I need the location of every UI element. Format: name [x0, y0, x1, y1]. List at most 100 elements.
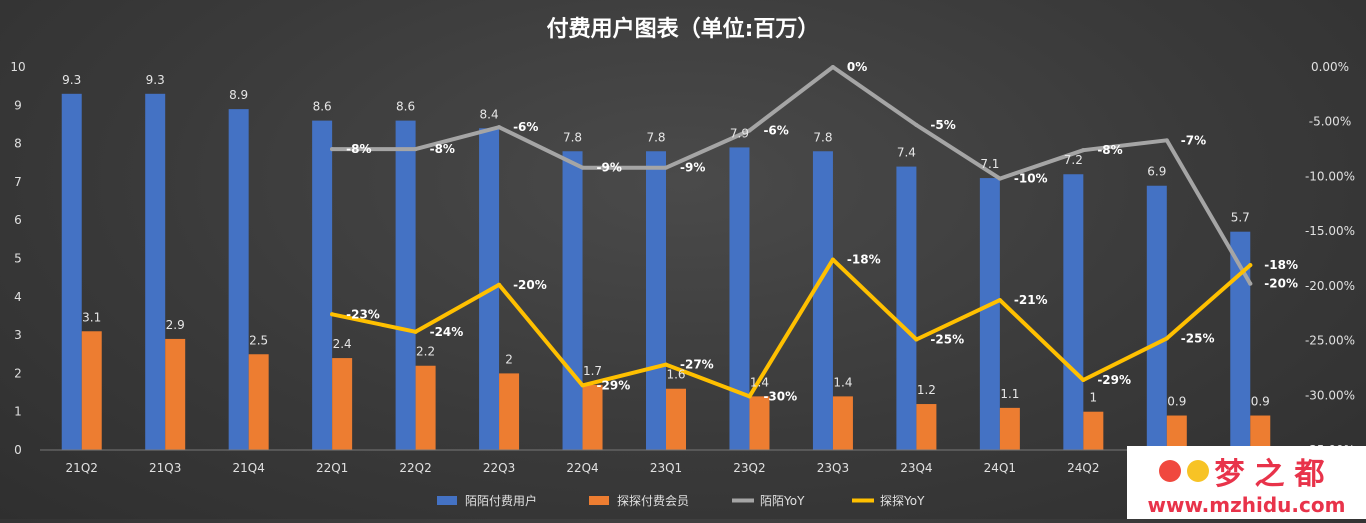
bar-value-label: 1.4	[833, 375, 852, 389]
bar-value-label: 6.9	[1147, 165, 1166, 179]
point-value-label: -30%	[763, 389, 797, 403]
bar-value-label: 7.8	[813, 130, 832, 144]
bar	[666, 388, 686, 450]
bar-value-label: 7.9	[730, 126, 749, 140]
y-tick-label: 5	[14, 252, 22, 266]
bar-value-label: 5.7	[1231, 211, 1250, 225]
point-value-label: -6%	[763, 123, 788, 137]
bar-value-label: 7.2	[1064, 153, 1083, 167]
x-tick-label: 21Q2	[66, 461, 98, 475]
point-value-label: -6%	[513, 120, 538, 134]
bar-value-label: 1	[1090, 391, 1098, 405]
bar	[248, 354, 269, 450]
point-value-label: -24%	[430, 325, 464, 339]
y-tick-label: 9	[14, 98, 22, 112]
point-value-label: -8%	[1097, 143, 1122, 157]
line-point	[914, 337, 919, 342]
x-tick-label: 22Q3	[483, 461, 515, 475]
bar	[332, 358, 353, 450]
line-point	[664, 165, 668, 170]
watermark-url: www.mzhidu.com	[1147, 492, 1346, 517]
bar	[395, 120, 416, 451]
bar	[999, 407, 1020, 450]
legend-label: 陌陌YoY	[760, 494, 805, 508]
line-point	[330, 312, 335, 317]
bar-value-label: 2.9	[166, 318, 185, 332]
bar-value-label: 2.4	[333, 337, 352, 351]
bar	[729, 147, 750, 450]
line-point	[997, 176, 1002, 181]
bar-value-label: 1.6	[666, 368, 685, 382]
point-value-label: -8%	[346, 142, 371, 156]
bar	[562, 151, 583, 450]
bar-value-label: 8.6	[396, 100, 415, 114]
bar	[165, 338, 186, 450]
line-point	[747, 394, 752, 399]
bar	[61, 93, 82, 450]
point-value-label: -8%	[430, 142, 455, 156]
bar-value-label: 1.1	[1000, 387, 1019, 401]
point-value-label: -25%	[930, 332, 964, 346]
bar-value-label: 1.4	[750, 375, 769, 389]
watermark-top: 梦之都	[1158, 449, 1335, 493]
watermark: 梦之都 www.mzhidu.com	[1127, 446, 1366, 519]
legend-swatch	[437, 496, 457, 505]
point-value-label: -7%	[1181, 133, 1206, 147]
y-tick-label: 7	[14, 175, 22, 189]
bar-value-label: 8.6	[313, 100, 332, 114]
line-layer	[330, 65, 1253, 399]
y2-tick-label: -5.00%	[1309, 115, 1351, 129]
x-tick-label: 21Q4	[232, 461, 264, 475]
bar-value-label: 7.8	[646, 130, 665, 144]
legend-swatch	[589, 496, 609, 505]
bar	[832, 396, 853, 450]
bar-value-label: 7.4	[897, 146, 916, 160]
y-tick-label: 2	[14, 366, 22, 380]
y2-tick-label: -15.00%	[1305, 224, 1355, 238]
y2-tick-label: -25.00%	[1305, 334, 1355, 348]
line-point	[830, 65, 835, 69]
legend-label: 探探YoY	[880, 494, 925, 508]
line-point	[1248, 263, 1253, 268]
y2-tick-label: -10.00%	[1305, 169, 1355, 183]
series-line	[330, 65, 1253, 286]
bar	[582, 384, 603, 450]
y-tick-label: 10	[10, 60, 25, 74]
bar	[499, 373, 520, 450]
y-tick-label: 8	[14, 137, 22, 151]
line-point	[1164, 336, 1169, 341]
point-value-label: -21%	[1014, 293, 1048, 307]
x-tick-label: 22Q2	[399, 461, 431, 475]
legend-label: 探探付费会员	[617, 494, 689, 508]
x-tick-label: 23Q4	[900, 461, 932, 475]
bar-value-label: 2.2	[416, 345, 435, 359]
point-value-label: -23%	[346, 307, 380, 321]
line-point	[747, 128, 752, 133]
y2-tick-label: -30.00%	[1305, 388, 1355, 402]
y2-tick-label: 0.00%	[1311, 60, 1349, 74]
bar-value-label: 7.1	[980, 157, 999, 171]
bar	[1166, 415, 1187, 450]
point-value-label: -18%	[1264, 258, 1298, 272]
point-value-label: -27%	[680, 358, 714, 372]
x-tick-label: 22Q4	[566, 461, 598, 475]
point-value-label: 0%	[847, 60, 867, 74]
line-point	[1164, 138, 1169, 143]
line-point	[1248, 281, 1253, 286]
point-value-label: -9%	[597, 161, 622, 175]
line-point	[1081, 377, 1086, 382]
bar	[1063, 174, 1084, 451]
bar	[228, 109, 249, 450]
bar-value-label: 0.9	[1251, 395, 1270, 409]
bar	[646, 151, 666, 450]
watermark-name: 梦之都	[1214, 456, 1335, 492]
axis-layer: 0 1 2 3 4 5 6 7 8 9 10 0.00% -5.00% -10.00% -15.00% -20…	[10, 60, 1355, 475]
legend: 陌陌付费用户 探探付费会员 陌陌YoY 探探YoY	[437, 493, 925, 508]
bar-layer	[61, 93, 1271, 451]
legend-label: 陌陌付费用户	[465, 493, 537, 508]
bar-value-label: 9.3	[146, 73, 165, 87]
line-point	[413, 329, 418, 334]
y-tick-label: 4	[14, 290, 22, 304]
bar	[312, 120, 333, 451]
